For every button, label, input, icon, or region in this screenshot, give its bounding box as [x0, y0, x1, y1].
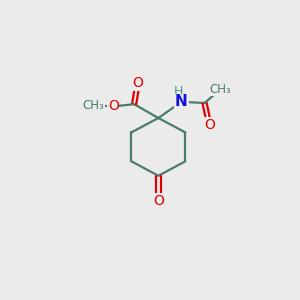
Text: O: O — [153, 194, 164, 208]
Text: O: O — [204, 118, 214, 132]
Text: O: O — [132, 76, 143, 90]
Text: H: H — [173, 85, 183, 98]
Text: CH₃: CH₃ — [210, 82, 232, 96]
Text: O: O — [108, 100, 119, 113]
Text: N: N — [175, 94, 188, 109]
Text: CH₃: CH₃ — [83, 99, 105, 112]
